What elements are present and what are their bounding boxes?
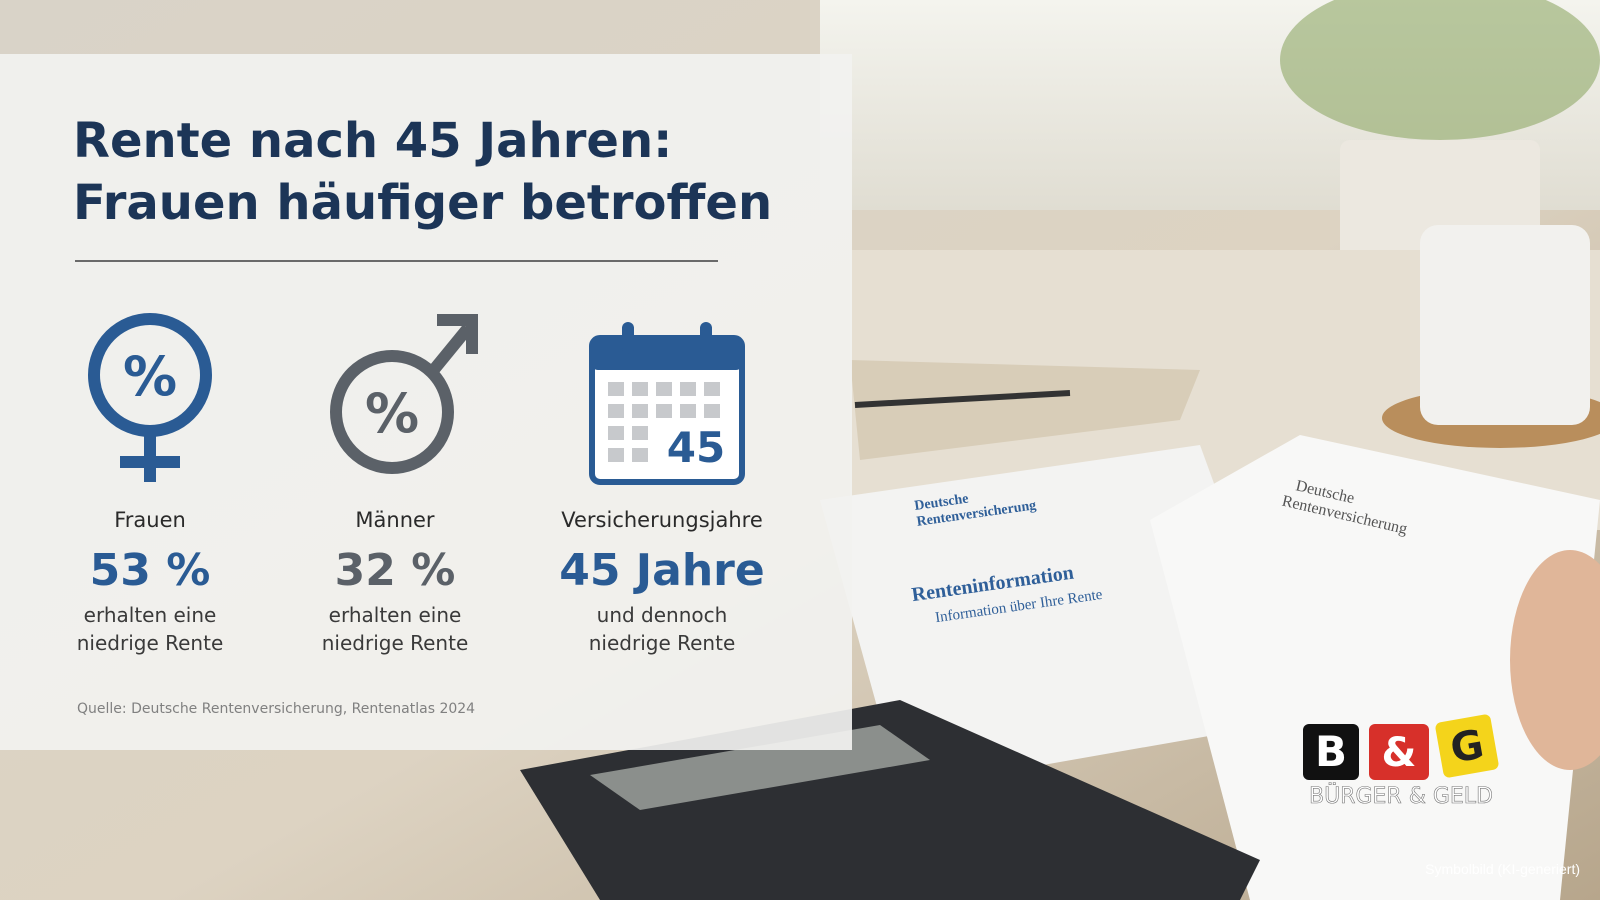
- male-icon: %: [330, 314, 478, 474]
- source: Quelle: Deutsche Rentenversicherung, Ren…: [77, 701, 475, 717]
- calendar-day: [632, 382, 648, 396]
- logo-letter: B: [1315, 727, 1347, 776]
- stat-label: Versicherungsjahre: [561, 508, 762, 532]
- logo-letter: &: [1382, 730, 1417, 776]
- logo-letter: G: [1447, 721, 1487, 772]
- calendar-header: [592, 338, 742, 370]
- stat-description: und dennoch: [597, 603, 728, 627]
- calendar-day: [656, 382, 672, 396]
- plant: [1280, 0, 1600, 140]
- calendar-day: [632, 404, 648, 418]
- hand: [1510, 550, 1600, 770]
- title-line: Rente nach 45 Jahren:: [73, 113, 672, 169]
- calendar-day: [656, 404, 672, 418]
- stats: Frauen 53 % erhalten eine niedrige Rente Män…: [77, 508, 765, 655]
- icon-text: 45: [667, 423, 725, 472]
- logo-box: [1303, 724, 1359, 780]
- icon-text: %: [123, 345, 177, 408]
- stat-label: Frauen: [114, 508, 186, 532]
- calendar-day: [680, 382, 696, 396]
- stat-value: 45 Jahre: [559, 545, 764, 596]
- icon-arrow: [427, 324, 473, 376]
- stat-label: Männer: [355, 508, 435, 532]
- female-icon: %: [88, 313, 212, 482]
- stat-description: erhalten eine: [329, 603, 462, 627]
- notebook: [850, 360, 1200, 460]
- cup: [1420, 225, 1590, 425]
- calendar-day: [680, 404, 696, 418]
- title-line: Frauen häufiger betroffen: [73, 175, 772, 231]
- calendar-day: [632, 448, 648, 462]
- stat-value: 53 %: [90, 545, 211, 596]
- calendar-day: [608, 404, 624, 418]
- calendar-day: [608, 448, 624, 462]
- logo-brand: BÜRGER & GELD: [1309, 783, 1493, 809]
- calendar-ring: [700, 322, 712, 354]
- calendar-grid: [608, 382, 720, 462]
- calendar-day: [608, 426, 624, 440]
- logo: B & G BÜRGER & GELD: [1303, 714, 1499, 809]
- calendar-day: [608, 382, 624, 396]
- calendar-ring: [622, 322, 634, 354]
- stat-description: niedrige Rente: [322, 631, 469, 655]
- caption: Symbolbild (KI-generiert): [1425, 861, 1580, 877]
- pen: [854, 390, 1071, 408]
- stat-description: niedrige Rente: [77, 631, 224, 655]
- stat-description: niedrige Rente: [589, 631, 736, 655]
- logo-box: [1369, 724, 1429, 780]
- icon-arrow-head: [437, 314, 478, 354]
- icon-circle: [330, 350, 454, 474]
- stat-description: erhalten eine: [84, 603, 217, 627]
- logo-box: [1435, 714, 1499, 778]
- stat-value: 32 %: [335, 545, 456, 596]
- calendar-day: [704, 404, 720, 418]
- calendar-icon: 45: [589, 322, 745, 485]
- calendar-day: [704, 382, 720, 396]
- calendar-day: [632, 426, 648, 440]
- icon-text: %: [365, 382, 419, 445]
- paper-right: [1150, 435, 1600, 900]
